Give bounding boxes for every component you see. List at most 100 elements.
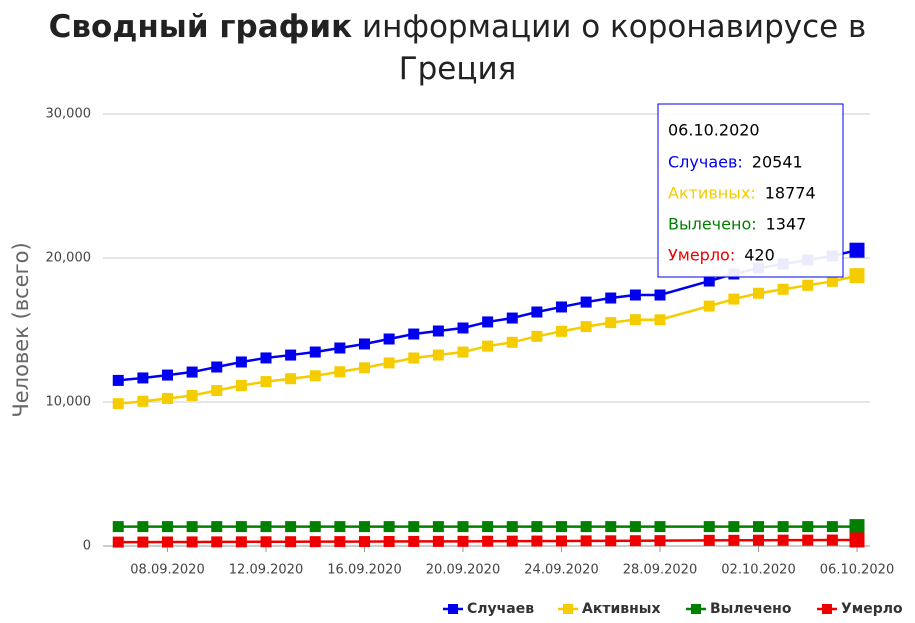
marker xyxy=(777,521,789,533)
marker xyxy=(359,338,370,350)
marker xyxy=(849,268,865,284)
marker xyxy=(703,300,715,312)
marker xyxy=(457,346,469,358)
marker xyxy=(211,361,223,373)
marker xyxy=(162,536,173,548)
marker xyxy=(334,536,346,548)
marker xyxy=(137,536,149,548)
legend-label: Активных xyxy=(582,601,660,617)
x-tick-label: 08.09.2020 xyxy=(130,563,204,578)
marker xyxy=(334,342,346,354)
marker xyxy=(309,536,321,548)
marker xyxy=(235,356,247,368)
marker xyxy=(605,535,617,547)
marker xyxy=(137,395,149,407)
marker xyxy=(112,398,124,410)
marker xyxy=(703,275,715,287)
marker xyxy=(359,362,370,374)
marker xyxy=(605,521,617,533)
tooltip-value: 18774 xyxy=(765,184,816,203)
tooltip-box xyxy=(657,103,844,278)
marker xyxy=(605,292,617,304)
tooltip-label: Умерло: xyxy=(668,246,735,265)
title-rest: информации о коронавирусе в Греция xyxy=(362,9,867,87)
marker xyxy=(334,521,346,533)
marker xyxy=(506,535,518,547)
marker xyxy=(162,392,173,404)
marker xyxy=(211,521,223,533)
marker xyxy=(556,325,567,337)
marker xyxy=(260,521,272,533)
marker xyxy=(211,536,223,548)
legend-label: Вылечено xyxy=(710,601,792,617)
marker xyxy=(260,352,272,364)
marker xyxy=(556,521,567,533)
legend-label: Умерло xyxy=(841,601,903,617)
marker xyxy=(531,535,543,547)
legend-marker xyxy=(563,604,573,614)
marker xyxy=(777,283,789,295)
marker xyxy=(849,242,865,258)
marker xyxy=(802,521,814,533)
tooltip-label: Вылечено: xyxy=(668,215,757,234)
marker xyxy=(580,321,592,333)
marker xyxy=(506,336,518,348)
marker xyxy=(408,521,420,533)
marker xyxy=(605,317,617,329)
y-tick-label: 20,000 xyxy=(46,251,92,266)
y-axis-label: Человек (всего) xyxy=(9,242,33,417)
marker xyxy=(285,349,297,361)
marker xyxy=(112,521,124,533)
legend-marker xyxy=(448,604,458,614)
marker xyxy=(186,521,198,533)
marker xyxy=(826,534,838,546)
marker xyxy=(235,521,247,533)
marker xyxy=(629,521,641,533)
marker xyxy=(260,536,272,548)
marker xyxy=(432,535,444,547)
y-tick-label: 10,000 xyxy=(46,395,92,410)
marker xyxy=(556,301,567,313)
marker xyxy=(506,312,518,324)
marker xyxy=(753,534,764,546)
marker xyxy=(309,370,321,382)
tooltip-value: 420 xyxy=(744,246,775,265)
marker xyxy=(849,532,865,548)
marker xyxy=(383,535,395,547)
x-tick-label: 28.09.2020 xyxy=(623,563,697,578)
marker xyxy=(186,366,198,378)
marker xyxy=(849,519,865,535)
marker xyxy=(285,373,297,385)
x-tick-label: 02.10.2020 xyxy=(721,563,795,578)
marker xyxy=(432,521,444,533)
y-tick-label: 30,000 xyxy=(46,107,92,122)
marker xyxy=(408,352,420,364)
marker xyxy=(309,346,321,358)
marker xyxy=(777,534,789,546)
marker xyxy=(211,385,223,397)
marker xyxy=(285,521,297,533)
marker xyxy=(753,521,764,533)
marker xyxy=(334,366,346,378)
marker xyxy=(826,521,838,533)
marker xyxy=(728,293,740,305)
chart-title: Сводный график информации о коронавирусе… xyxy=(20,6,895,90)
marker xyxy=(703,521,715,533)
marker xyxy=(457,535,469,547)
marker xyxy=(728,521,740,533)
legend-label: Случаев xyxy=(467,601,534,617)
x-tick-label: 06.10.2020 xyxy=(820,563,894,578)
tooltip-label: Активных: xyxy=(668,184,756,203)
marker xyxy=(162,369,173,381)
tooltip-date: 06.10.2020 xyxy=(668,121,760,140)
marker xyxy=(482,535,494,547)
marker xyxy=(654,521,666,533)
marker xyxy=(457,521,469,533)
marker xyxy=(482,316,494,328)
marker xyxy=(408,535,420,547)
marker xyxy=(654,314,666,326)
marker xyxy=(654,535,666,547)
marker xyxy=(580,521,592,533)
